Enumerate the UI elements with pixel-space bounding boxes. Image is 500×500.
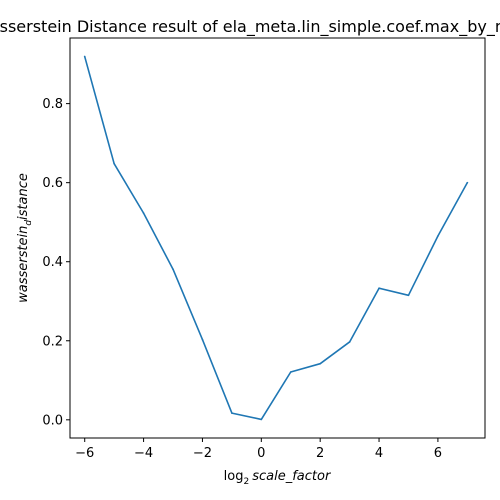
data-point [231, 412, 233, 414]
data-point [378, 287, 380, 290]
y-tick-label: 0.0 [42, 413, 63, 428]
data-point [172, 268, 174, 271]
x-tick-label: 6 [434, 446, 442, 461]
x-axis-label: log2 scale_factor [224, 469, 332, 487]
data-point [289, 371, 292, 373]
y-tick-label: 0.2 [42, 334, 63, 349]
y-axis-label: wassersteindistance [16, 173, 34, 303]
data-point [466, 181, 469, 184]
data-point [142, 212, 145, 214]
data-point [260, 418, 263, 421]
x-tick-label: 2 [316, 446, 324, 461]
data-point [348, 341, 351, 343]
x-axis: −6 −4 −2 0 2 4 6 [75, 438, 442, 461]
x-tick-label: 0 [257, 446, 265, 461]
x-tick-label: −6 [75, 446, 94, 461]
x-tick-label: −4 [134, 446, 153, 461]
x-tick-label: −2 [193, 446, 212, 461]
data-point [83, 55, 86, 58]
y-tick-label: 0.6 [42, 176, 63, 191]
chart-title: Wasserstein Distance result of ela_meta.… [0, 17, 500, 37]
y-tick-label: 0.8 [42, 97, 63, 112]
data-point [437, 235, 439, 237]
data-point [201, 338, 204, 341]
y-axis: 0.0 0.2 0.4 0.6 0.8 [42, 97, 70, 428]
data-point [319, 362, 321, 365]
data-point [113, 162, 115, 165]
plot-frame [69, 37, 486, 439]
x-tick-label: 4 [375, 446, 383, 461]
plot-area [83, 55, 469, 421]
series-line-0 [83, 55, 469, 421]
data-point [407, 294, 410, 297]
y-tick-label: 0.4 [42, 255, 63, 270]
